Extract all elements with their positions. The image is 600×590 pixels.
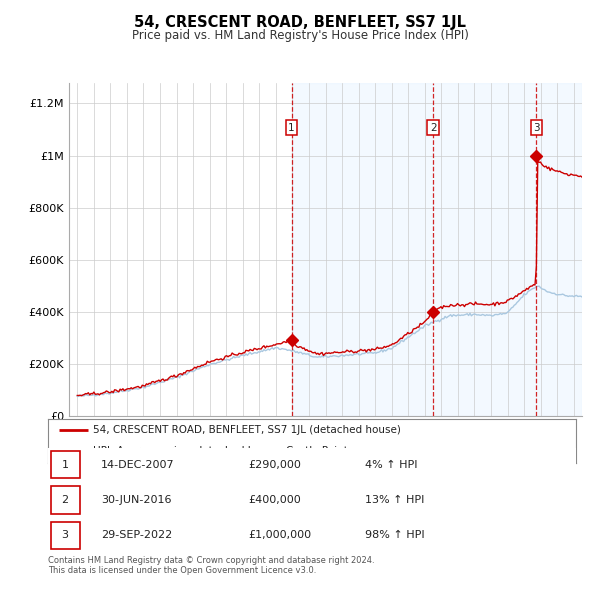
Text: 3: 3 [533,123,540,133]
Text: 54, CRESCENT ROAD, BENFLEET, SS7 1JL (detached house): 54, CRESCENT ROAD, BENFLEET, SS7 1JL (de… [93,425,401,435]
Text: 2: 2 [430,123,436,133]
Text: 30-JUN-2016: 30-JUN-2016 [101,495,172,505]
Text: 2: 2 [62,495,69,505]
Text: 4% ↑ HPI: 4% ↑ HPI [365,460,418,470]
Text: 29-SEP-2022: 29-SEP-2022 [101,530,172,540]
Text: £290,000: £290,000 [248,460,302,470]
Text: 54, CRESCENT ROAD, BENFLEET, SS7 1JL: 54, CRESCENT ROAD, BENFLEET, SS7 1JL [134,15,466,30]
Text: £400,000: £400,000 [248,495,301,505]
Bar [292,83,582,416]
Text: 3: 3 [62,530,68,540]
FancyBboxPatch shape [50,522,80,549]
Text: 13% ↑ HPI: 13% ↑ HPI [365,495,424,505]
FancyBboxPatch shape [50,451,80,478]
Text: 1: 1 [62,460,68,470]
Text: 98% ↑ HPI: 98% ↑ HPI [365,530,424,540]
Text: HPI: Average price, detached house, Castle Point: HPI: Average price, detached house, Cast… [93,446,348,455]
Text: £1,000,000: £1,000,000 [248,530,312,540]
Text: 1: 1 [288,123,295,133]
Text: 14-DEC-2007: 14-DEC-2007 [101,460,175,470]
Text: Price paid vs. HM Land Registry's House Price Index (HPI): Price paid vs. HM Land Registry's House … [131,30,469,42]
FancyBboxPatch shape [50,486,80,514]
Text: Contains HM Land Registry data © Crown copyright and database right 2024.
This d: Contains HM Land Registry data © Crown c… [48,556,374,575]
